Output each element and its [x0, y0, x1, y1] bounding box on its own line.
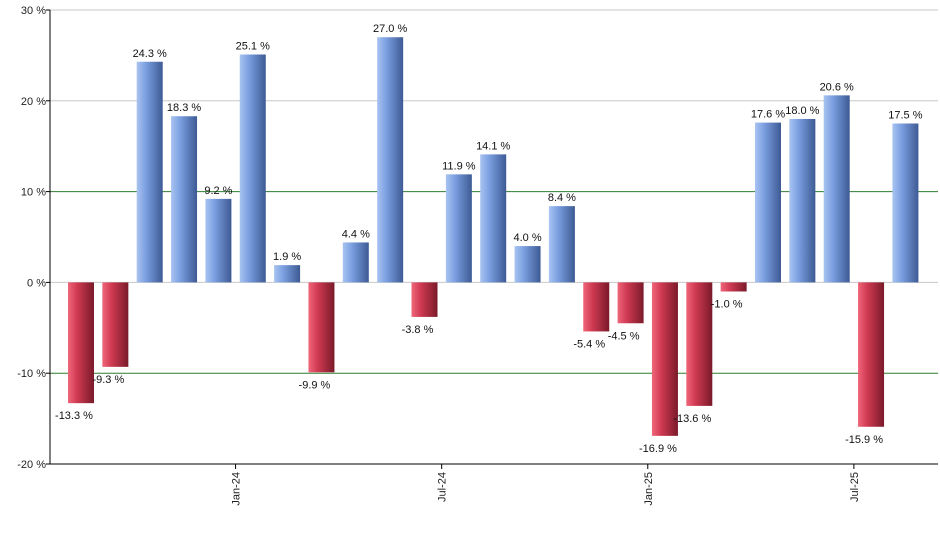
- y-tick-label: 10 %: [21, 187, 46, 199]
- bar: [686, 282, 713, 406]
- bar: [68, 282, 94, 404]
- bar: [274, 265, 301, 283]
- bar: [892, 123, 919, 283]
- data-label: 4.4 %: [342, 228, 370, 240]
- bar: [755, 122, 781, 283]
- data-label: 9.2 %: [204, 185, 232, 197]
- bar: [789, 118, 816, 283]
- data-label: 27.0 %: [373, 23, 407, 35]
- bar: [342, 242, 369, 283]
- bar: [480, 154, 507, 283]
- y-tick-label: 0 %: [27, 277, 46, 289]
- data-label: -9.9 %: [299, 379, 331, 391]
- data-label: 8.4 %: [548, 192, 576, 204]
- x-tick-label: Jul-25: [849, 472, 861, 502]
- bar: [720, 282, 747, 292]
- data-label: -4.5 %: [608, 330, 640, 342]
- bar: [445, 174, 472, 283]
- x-tick-label: Jan-25: [643, 472, 655, 506]
- bar: [514, 246, 541, 283]
- bar: [651, 282, 678, 436]
- data-label: 17.5 %: [888, 110, 922, 122]
- bars: [68, 37, 919, 436]
- data-label: -3.8 %: [402, 324, 434, 336]
- x-tick-label: Jan-24: [231, 472, 243, 506]
- data-label: -9.3 %: [92, 374, 124, 386]
- data-label: -13.3 %: [55, 410, 93, 422]
- data-label: 1.9 %: [273, 251, 301, 263]
- data-label: 18.3 %: [167, 102, 201, 114]
- bar: [858, 282, 885, 427]
- bar: [239, 54, 266, 283]
- data-label: 17.6 %: [751, 109, 785, 121]
- data-label: -1.0 %: [711, 298, 743, 310]
- data-label: -13.6 %: [673, 413, 711, 425]
- bar: [411, 282, 438, 317]
- bar: [136, 61, 163, 283]
- x-tick-label: Jul-24: [437, 472, 449, 502]
- data-label: -16.9 %: [639, 443, 677, 455]
- data-label: 11.9 %: [442, 160, 476, 172]
- bar: [308, 282, 335, 373]
- data-label: -15.9 %: [845, 434, 883, 446]
- bar: [548, 206, 575, 283]
- bar: [617, 282, 644, 324]
- bar: [205, 198, 232, 283]
- bar: [823, 95, 850, 283]
- y-tick-label: 30 %: [21, 5, 46, 17]
- axes: -20 % -10 % 0 % 10 % 20 % 30 % Jan-24 Jul-24 Jan…: [17, 5, 938, 506]
- data-label: -5.4 %: [573, 338, 605, 350]
- data-label: 20.6 %: [820, 81, 854, 93]
- data-label: 18.0 %: [785, 105, 819, 117]
- data-labels: -13.3 % -9.3 % 24.3 % 18.3 % 9.2 % 25.1 % 1.9 …: [55, 23, 923, 455]
- bar: [583, 282, 610, 332]
- y-tick-label: -10 %: [17, 368, 46, 380]
- data-label: 14.1 %: [476, 140, 510, 152]
- data-label: 24.3 %: [133, 48, 167, 60]
- bar: [377, 37, 404, 283]
- bar: [171, 116, 198, 283]
- y-tick-label: -20 %: [17, 459, 46, 471]
- y-tick-label: 20 %: [21, 96, 46, 108]
- data-label: 4.0 %: [513, 232, 541, 244]
- data-label: 25.1 %: [236, 40, 270, 52]
- bar: [102, 282, 129, 367]
